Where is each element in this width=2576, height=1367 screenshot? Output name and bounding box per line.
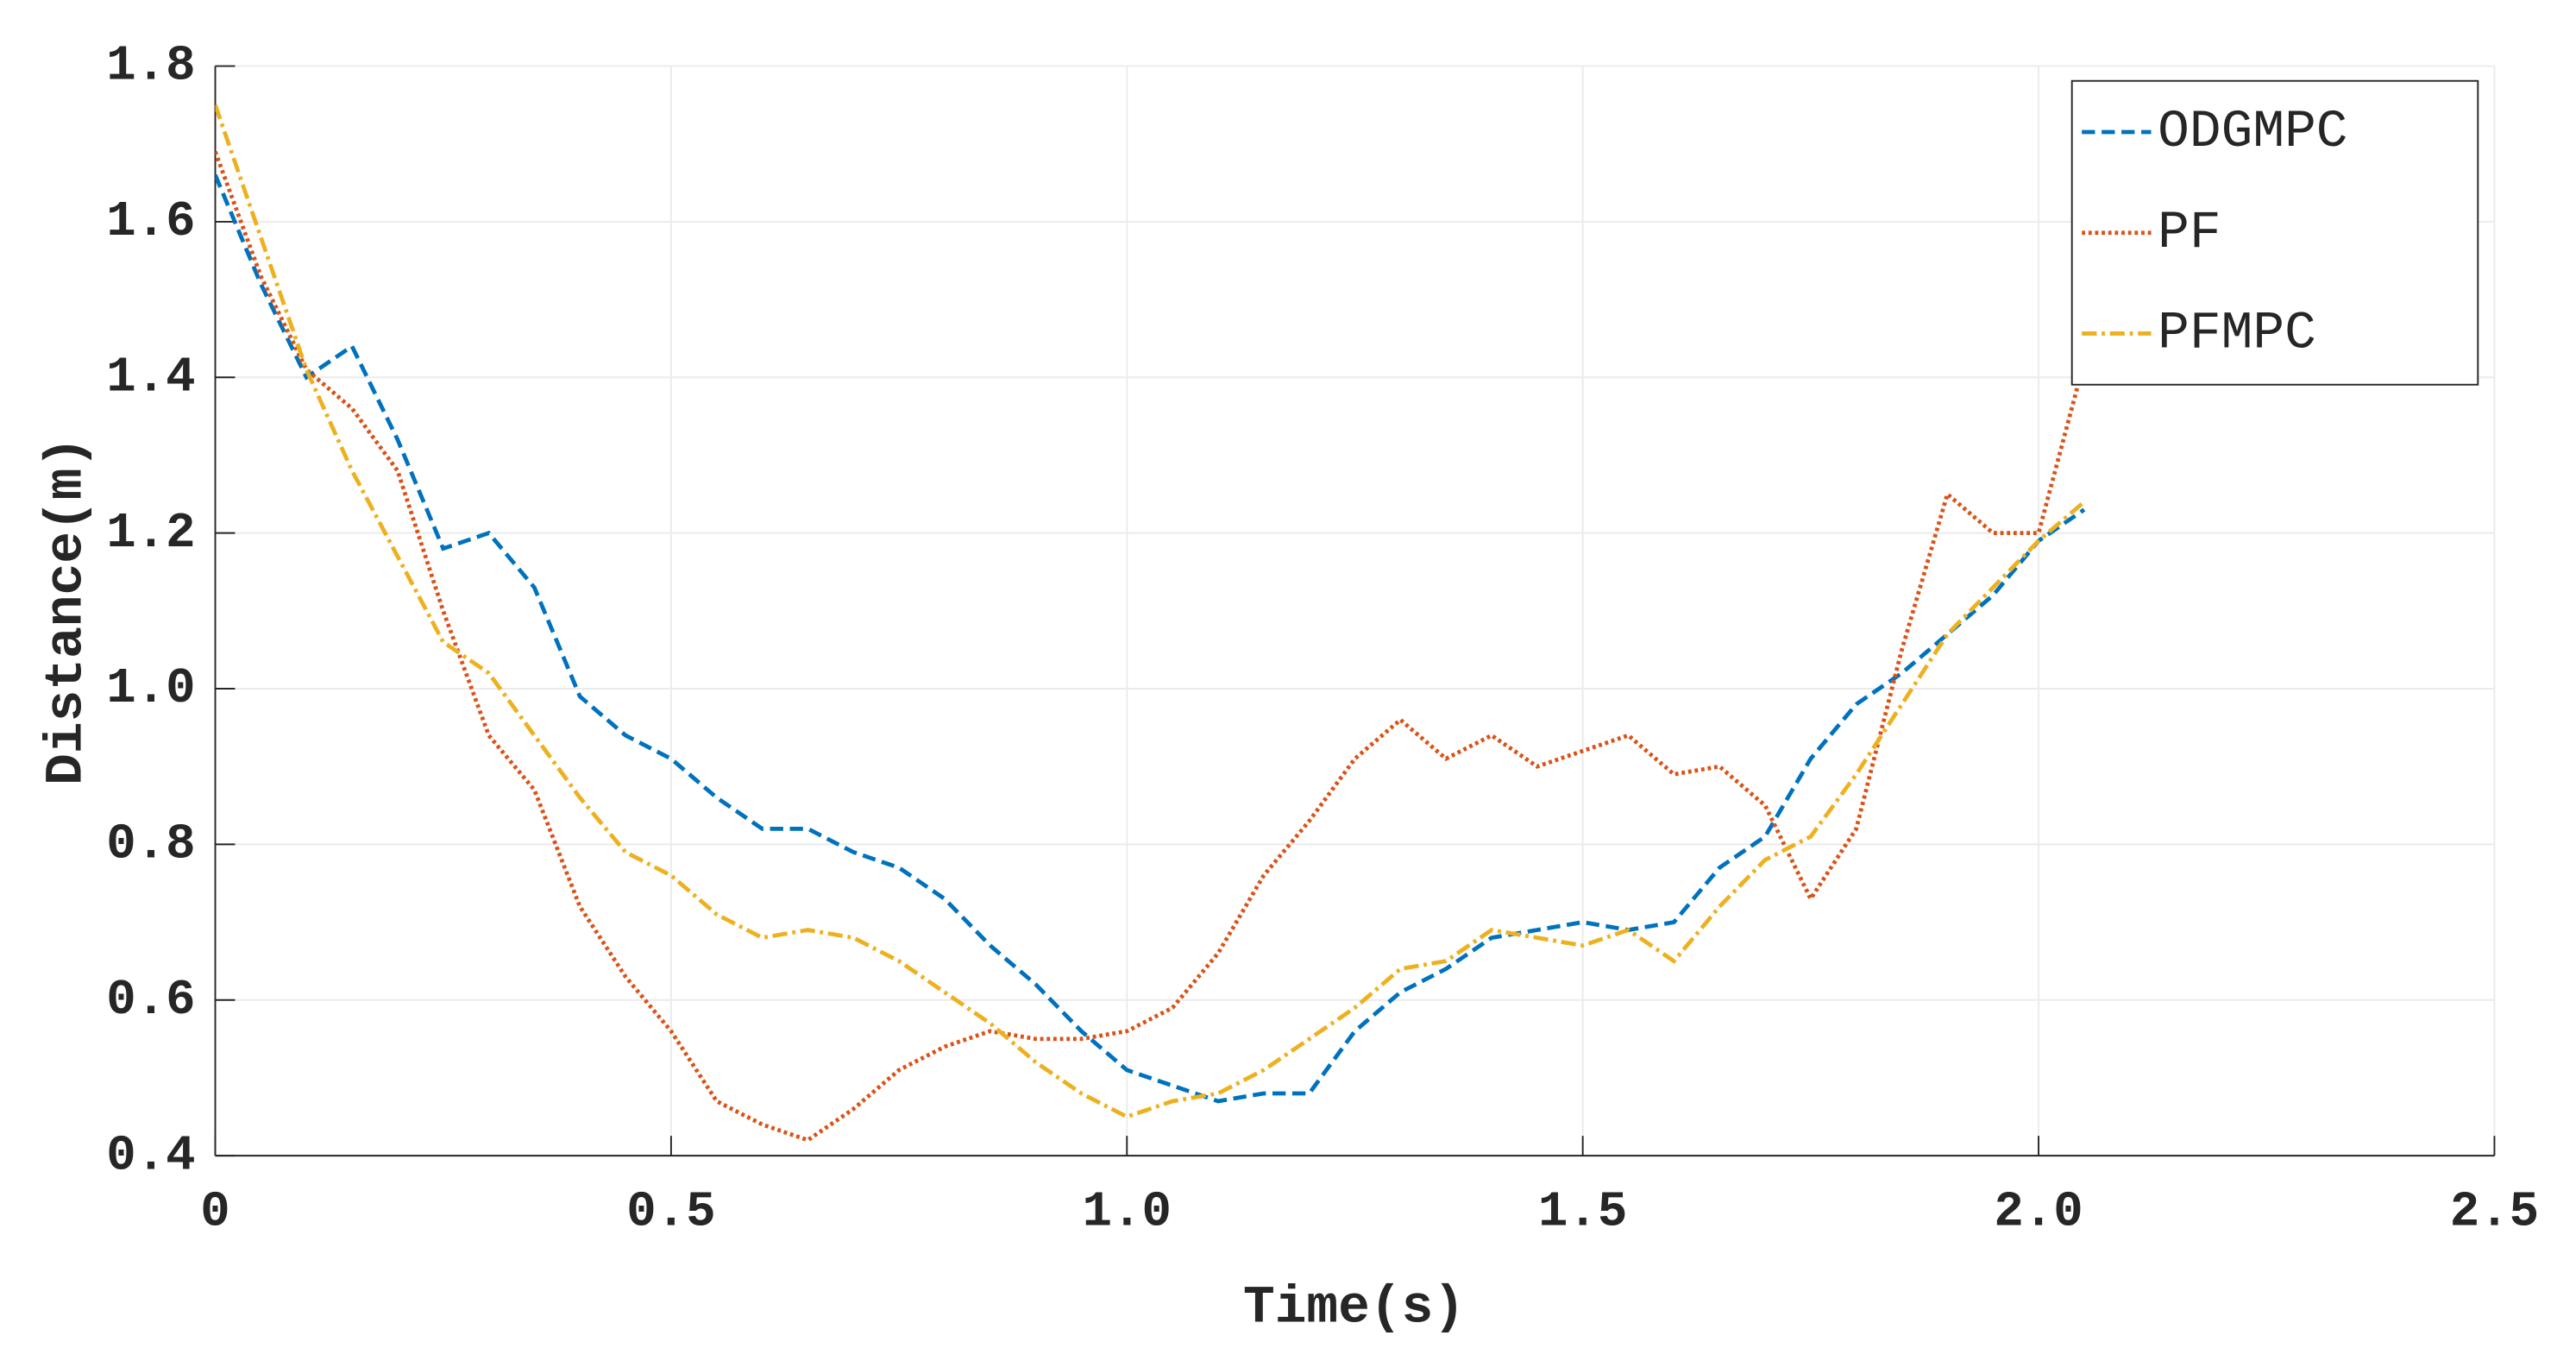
y-tick-label: 1.0: [106, 661, 195, 717]
x-tick-label: 2.0: [1994, 1184, 2083, 1240]
legend-label: PF: [2158, 204, 2221, 263]
y-tick-label: 1.2: [106, 506, 195, 562]
y-tick-label: 1.6: [106, 194, 195, 250]
series-line: [215, 104, 2086, 1119]
y-tick-label: 1.4: [106, 350, 195, 406]
x-tick-label: 1.0: [1083, 1184, 1172, 1240]
x-axis-label: Time(s): [1243, 1278, 1465, 1338]
x-tick-label: 0.5: [626, 1184, 715, 1240]
x-tick-label: 2.5: [2450, 1184, 2539, 1240]
series-line: [215, 173, 2086, 1104]
x-tick-label: 1.5: [1538, 1184, 1627, 1240]
y-tick-label: 0.8: [106, 817, 195, 873]
y-axis-label: Distance(m): [38, 437, 97, 785]
y-tick-label: 0.4: [106, 1128, 195, 1184]
y-tick-label: 1.8: [106, 39, 195, 95]
series-line: [215, 150, 2087, 1143]
y-tick-label: 0.6: [106, 973, 195, 1029]
legend-label: PFMPC: [2158, 305, 2316, 364]
x-tick-label: 0: [200, 1184, 229, 1240]
legend-label: ODGMPC: [2158, 103, 2347, 162]
